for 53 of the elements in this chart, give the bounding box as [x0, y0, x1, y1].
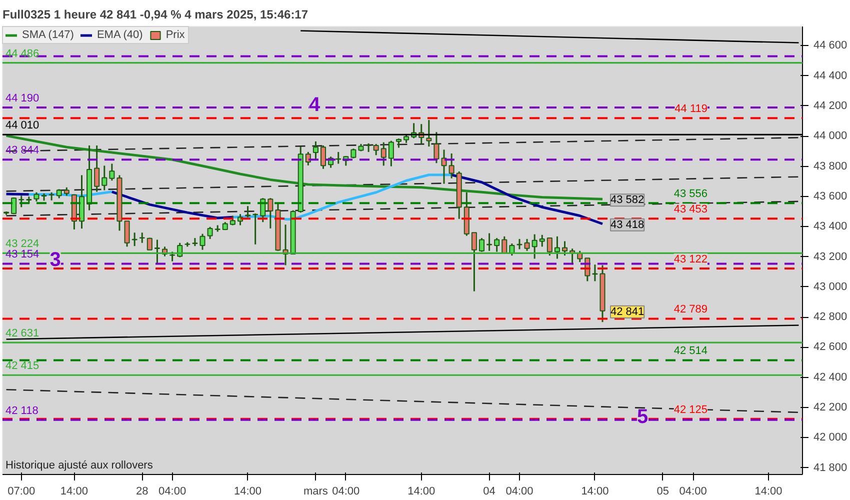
y-tick-label: 43 400	[814, 220, 848, 233]
x-tick-label: 14:00	[754, 486, 782, 498]
y-tick-label: 44 400	[814, 70, 848, 82]
annotation: Historique ajusté aux rollovers	[6, 460, 154, 472]
y-tick-label: 43 000	[814, 280, 848, 293]
x-tick-label: mars	[303, 486, 328, 498]
annotation: 5	[636, 406, 648, 428]
x-tick-label: 14:00	[581, 486, 609, 498]
ref-line-label: 42 631	[6, 328, 40, 340]
ref-line-label: 42 125	[674, 404, 708, 416]
x-tick-label: 07:00	[8, 486, 36, 498]
ref-line-label: 44 010	[6, 120, 40, 132]
annotation: 3	[50, 249, 61, 272]
x-tick-label: 04:00	[158, 486, 186, 498]
x-tick-label: 14:00	[60, 486, 88, 498]
legend-label: Prix	[166, 29, 186, 41]
x-tick-label: 04:00	[332, 486, 360, 498]
x-tick-label: 04:00	[506, 486, 534, 498]
ref-line-label: 43 122	[674, 254, 708, 266]
ref-line-label: 44 119	[674, 103, 708, 116]
ref-line-label: 43 224	[6, 238, 40, 250]
y-tick-label: 44 000	[814, 130, 848, 142]
data-label: 43 418	[610, 218, 644, 231]
legend-label: EMA (40)	[96, 29, 143, 41]
x-tick-label: 14:00	[408, 486, 436, 498]
ref-line-label: 43 453	[674, 204, 708, 216]
data-label: 43 582	[610, 194, 644, 206]
x-tick-label: 28	[136, 486, 148, 498]
y-tick-label: 42 400	[814, 371, 848, 384]
y-tick-label: 43 600	[814, 190, 848, 202]
y-tick-label: 43 800	[814, 160, 848, 172]
y-tick-label: 43 200	[814, 250, 848, 263]
y-tick-label: 42 000	[814, 432, 848, 444]
x-tick-label: 14:00	[234, 486, 262, 498]
chart-title: Full0325 1 heure 42 841 -0,94 % 4 mars 2025, 15:46:17	[2, 8, 308, 22]
ref-line-label: 42 514	[674, 345, 708, 358]
y-tick-label: 44 200	[814, 100, 848, 112]
x-tick-label: 04:00	[679, 486, 707, 498]
ref-line-label: 42 789	[674, 304, 708, 316]
ref-line-label: 42 415	[6, 360, 40, 372]
y-tick-label: 42 200	[814, 402, 848, 414]
x-tick-label: 04	[483, 486, 496, 498]
y-tick-label: 41 800	[814, 462, 848, 474]
ref-line-label: 44 190	[6, 92, 40, 104]
annotation: 4	[308, 94, 321, 116]
ref-line-label: 43 556	[674, 188, 708, 200]
y-tick-label: 42 600	[814, 341, 848, 354]
text: 42 841	[610, 306, 644, 318]
x-tick-label: 05	[656, 486, 670, 498]
y-tick-label: 42 800	[814, 311, 848, 324]
y-tick-label: 44 600	[814, 40, 848, 52]
ref-line-label: 42 118	[6, 404, 38, 417]
legend-label: SMA (147)	[22, 29, 74, 41]
